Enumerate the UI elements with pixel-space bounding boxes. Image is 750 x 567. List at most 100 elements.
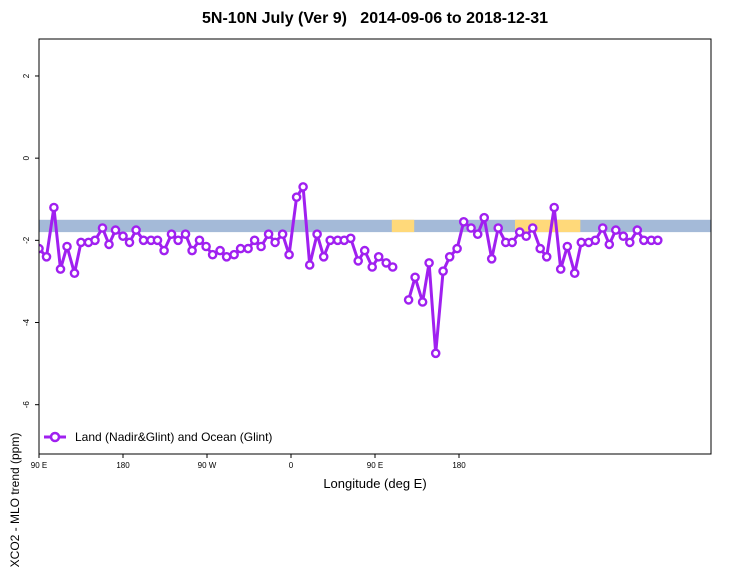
data-point — [367, 262, 378, 272]
data-point — [304, 260, 315, 270]
data-point — [597, 223, 608, 233]
data-point — [458, 216, 469, 227]
data-point — [562, 241, 573, 252]
data-point — [381, 258, 392, 268]
y-tick-label: -2 — [22, 236, 31, 244]
data-point — [430, 348, 441, 359]
data-point — [359, 245, 370, 256]
data-point — [90, 235, 100, 246]
data-point — [180, 229, 191, 239]
data-point — [194, 235, 205, 246]
data-point — [452, 243, 462, 254]
land-coverage-segment — [515, 219, 581, 233]
data-point — [639, 235, 649, 246]
data-point — [263, 229, 274, 239]
data-point — [138, 235, 149, 246]
data-point — [410, 272, 420, 283]
data-point — [41, 251, 52, 262]
data-point — [173, 235, 183, 246]
x-tick-label: 90 E — [367, 461, 383, 470]
data-point — [166, 229, 177, 239]
data-point — [298, 182, 308, 192]
data-point — [62, 241, 72, 252]
data-point — [576, 237, 587, 248]
data-point — [201, 241, 211, 252]
data-point — [249, 235, 260, 246]
data-point — [555, 264, 566, 274]
data-point — [118, 231, 128, 241]
legend-marker-swatch — [49, 431, 61, 443]
x-tick-label: 180 — [452, 461, 466, 470]
x-axis-label: Longitude (deg E) — [323, 476, 427, 491]
y-tick-label: 0 — [22, 155, 31, 160]
x-tick-label: 180 — [116, 461, 130, 470]
data-point — [270, 237, 280, 248]
data-point — [124, 237, 135, 248]
data-point — [527, 223, 538, 233]
data-point — [493, 223, 504, 233]
data-point — [152, 235, 163, 246]
data-point — [590, 235, 601, 246]
data-point — [625, 237, 635, 248]
data-point — [541, 251, 552, 262]
data-point — [569, 268, 580, 279]
data-point — [632, 225, 643, 235]
data-point — [549, 202, 560, 213]
series-layer — [39, 182, 663, 359]
data-point — [104, 239, 114, 250]
chart-canvas: 90 E 180 90 W 0 90 E 180 2 0 -2 -4 -6 Land (Nadir… — [22, 38, 712, 470]
data-point — [479, 212, 490, 223]
x-tick-label: 0 — [289, 461, 294, 470]
data-point — [69, 268, 80, 279]
data-point — [486, 253, 497, 264]
data-point — [207, 249, 218, 260]
data-point — [353, 256, 364, 266]
data-point — [403, 295, 414, 305]
legend: Land (Nadir&Glint) and Ocean (Glint) — [44, 430, 272, 444]
data-point — [373, 251, 384, 262]
data-point — [318, 251, 329, 262]
data-point — [215, 245, 225, 256]
data-point — [611, 225, 621, 235]
data-point — [387, 262, 398, 272]
data-point — [49, 202, 59, 213]
data-point — [291, 192, 302, 202]
data-point — [256, 241, 266, 252]
data-point — [76, 237, 86, 248]
data-point — [221, 251, 232, 262]
data-point — [345, 233, 356, 244]
chart-title: 5N-10N July (Ver 9) 2014-09-06 to 2018-1… — [202, 10, 548, 27]
data-point — [438, 266, 448, 277]
data-point — [131, 225, 141, 235]
data-point — [110, 225, 121, 235]
data-point — [521, 231, 532, 241]
y-tick-label: -6 — [22, 401, 31, 409]
data-point — [229, 249, 239, 260]
data-point — [325, 235, 336, 246]
data-point — [514, 227, 525, 237]
data-point — [312, 229, 322, 239]
data-point — [97, 223, 108, 233]
data-point — [243, 243, 253, 254]
data-point — [187, 245, 197, 256]
x-tick-label: 90 E — [31, 461, 47, 470]
data-point — [159, 245, 169, 256]
legend-label: Land (Nadir&Glint) and Ocean (Glint) — [75, 430, 272, 444]
data-point — [472, 229, 483, 239]
data-point — [604, 239, 615, 250]
data-point — [277, 229, 288, 239]
data-coverage-band — [39, 219, 711, 233]
y-tick-label: -4 — [22, 318, 31, 326]
data-point — [466, 223, 476, 233]
data-point — [444, 251, 455, 262]
x-axis-ticks: 90 E 180 90 W 0 90 E 180 — [31, 454, 466, 470]
y-tick-label: 2 — [22, 73, 31, 78]
data-point — [535, 243, 546, 254]
x-tick-label: 90 W — [198, 461, 217, 470]
data-point — [507, 237, 518, 248]
data-point — [55, 264, 66, 274]
land-coverage-segment — [391, 219, 415, 233]
y-axis-ticks: 2 0 -2 -4 -6 — [22, 73, 39, 408]
data-point — [284, 249, 294, 260]
data-point — [618, 231, 629, 241]
